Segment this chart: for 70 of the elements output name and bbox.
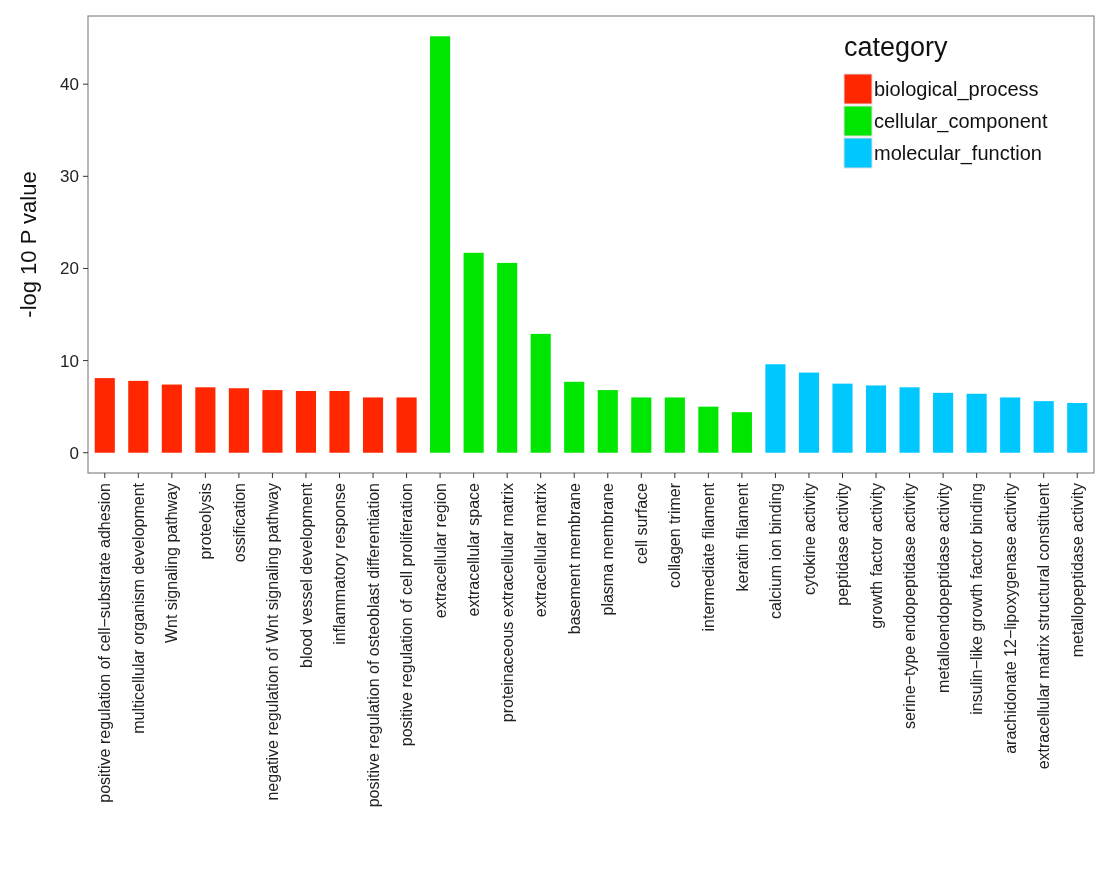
bar: [798, 372, 820, 453]
bar: [362, 397, 384, 453]
y-tick-label: 0: [69, 443, 79, 463]
bar: [731, 412, 752, 453]
x-tick-label: arachidonate 12−lipoxygenase activity: [1001, 483, 1019, 754]
legend-label: molecular_function: [874, 142, 1042, 165]
x-tick-label: collagen trimer: [666, 482, 684, 588]
x-tick-label: extracellular region: [431, 483, 449, 619]
x-tick-label: proteolysis: [196, 483, 214, 560]
bar: [631, 397, 652, 453]
y-tick-label: 20: [60, 259, 79, 279]
bar: [832, 383, 853, 453]
x-tick-label: serine−type endopeptidase activity: [901, 483, 919, 729]
bar: [1067, 402, 1088, 453]
bar: [161, 384, 182, 453]
bar: [698, 406, 719, 453]
x-tick-label: ossification: [230, 483, 248, 563]
y-tick-label: 30: [60, 167, 79, 187]
legend-title: category: [844, 32, 949, 62]
bar: [1000, 397, 1021, 453]
bar: [295, 391, 317, 453]
bar: [329, 391, 350, 453]
bar: [933, 392, 954, 453]
x-tick-label: insulin−like growth factor binding: [968, 483, 986, 715]
x-tick-label: calcium ion binding: [767, 483, 785, 620]
bar: [195, 387, 216, 453]
y-axis-title: -log 10 P value: [16, 171, 41, 318]
bar: [128, 380, 149, 453]
bar: [899, 387, 920, 453]
x-tick-label: basement membrane: [565, 482, 583, 635]
x-tick-label: proteinaceous extracellular matrix: [498, 483, 516, 723]
bar: [94, 378, 115, 453]
bar: [463, 252, 484, 453]
x-tick-label: plasma membrane: [599, 482, 617, 616]
y-tick-label: 10: [60, 351, 79, 371]
x-tick-label: Wnt signaling pathway: [163, 483, 181, 644]
legend-label: cellular_component: [874, 110, 1048, 133]
y-tick-label: 40: [60, 75, 79, 95]
x-tick-label: negative regulation of Wnt signaling pathway: [264, 483, 282, 801]
bar: [430, 36, 451, 453]
bar: [865, 385, 887, 453]
bar: [966, 393, 987, 453]
bar: [396, 397, 417, 453]
x-tick-label: metallopeptidase activity: [1068, 483, 1086, 658]
x-tick-label: intermediate filament: [699, 482, 717, 632]
bar: [262, 390, 283, 453]
x-tick-label: cytokine activity: [800, 483, 818, 596]
bar: [228, 388, 249, 453]
bar: [530, 333, 551, 453]
x-tick-label: multicellular organism development: [129, 482, 147, 734]
bar: [597, 390, 618, 453]
bar: [497, 262, 518, 453]
bar: [564, 381, 585, 453]
x-tick-label: extracellular space: [465, 482, 483, 617]
x-tick-label: metalloendopeptidase activity: [934, 483, 952, 693]
x-tick-label: keratin filament: [733, 482, 751, 592]
x-tick-label: cell surface: [632, 482, 650, 564]
x-tick-label: blood vessel development: [297, 482, 315, 669]
x-tick-label: positive regulation of cell−substrate adhesion: [96, 483, 114, 803]
x-tick-label: growth factor activity: [867, 483, 885, 629]
legend-label: biological_process: [874, 78, 1039, 101]
x-tick-label: inflammatory response: [331, 482, 349, 645]
x-tick-label: peptidase activity: [834, 483, 852, 606]
x-tick-label: positive regulation of osteoblast differentiation: [364, 483, 382, 808]
bar: [664, 397, 685, 453]
x-tick-label: positive regulation of cell proliferation: [398, 483, 416, 747]
bar: [1033, 401, 1054, 453]
x-tick-label: extracellular matrix structural constituent: [1035, 482, 1053, 770]
x-tick-label: extracellular matrix: [532, 483, 550, 618]
bar: [765, 364, 786, 453]
